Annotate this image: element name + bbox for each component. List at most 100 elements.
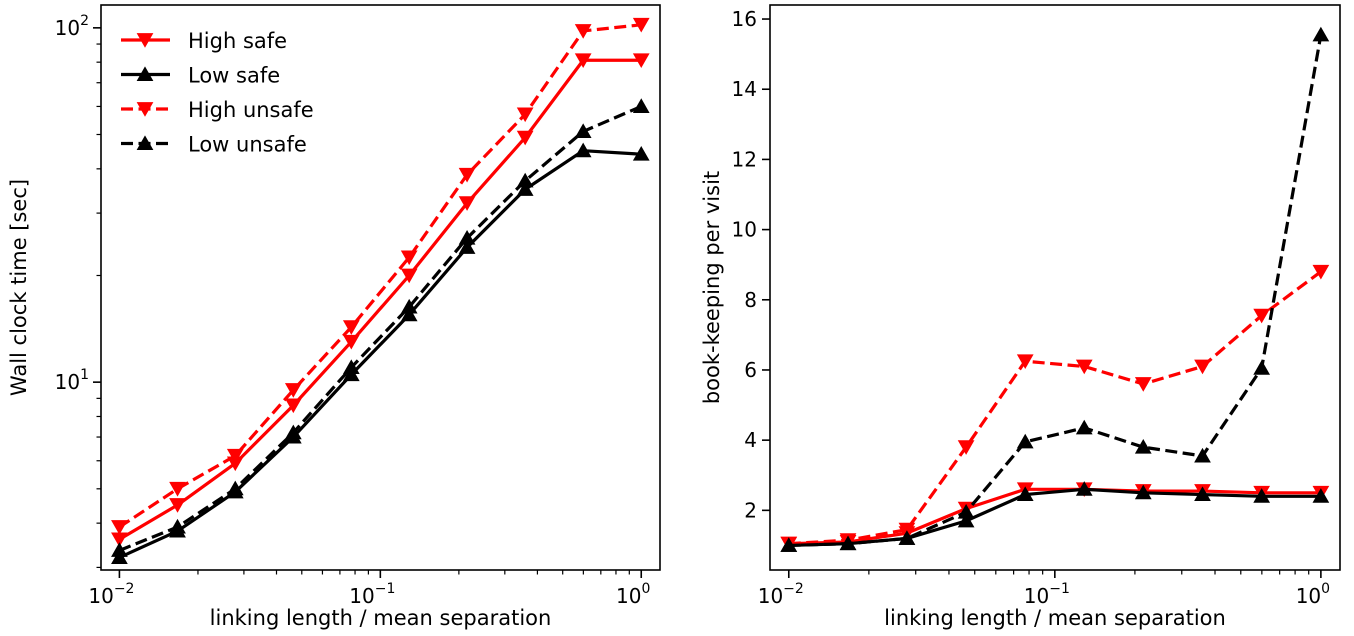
data-point — [516, 107, 534, 123]
data-point — [1194, 359, 1211, 375]
y-tick-label: 14 — [732, 77, 757, 101]
y-tick-label: 16 — [732, 7, 757, 31]
data-point — [574, 53, 592, 69]
data-point — [284, 424, 302, 440]
data-point — [342, 359, 360, 374]
data-point — [780, 537, 798, 552]
x-axis-label: linking length / mean separation — [210, 606, 552, 630]
data-point — [1075, 359, 1093, 375]
data-point — [1016, 486, 1034, 502]
series-line-3 — [788, 34, 1323, 548]
data-point — [957, 512, 975, 528]
data-point — [574, 24, 592, 39]
data-point — [226, 448, 244, 464]
data-point — [169, 518, 186, 534]
data-point — [1134, 439, 1152, 454]
x-tick-label: 10−2 — [758, 581, 804, 608]
y-tick-label: 102 — [55, 13, 89, 40]
right-panel-book-keeping: 10−2 10−1 100 2 4 6 8 10 12 14 16 linking length / … — [700, 4, 1341, 630]
x-tick-label: 10−1 — [349, 581, 395, 608]
data-point — [1134, 377, 1152, 392]
data-point — [839, 535, 857, 551]
legend-label-2: High unsafe — [188, 98, 314, 122]
y-tick-label: 101 — [55, 367, 89, 394]
data-point — [574, 142, 592, 158]
data-point — [400, 268, 418, 284]
legend: High safe Low safe High unsafe Low unsafe — [121, 29, 314, 157]
y-axis-label: book-keeping per visit — [700, 171, 724, 404]
data-point — [632, 17, 650, 33]
data-point — [284, 398, 302, 414]
data-point — [169, 498, 186, 513]
data-point — [1075, 419, 1093, 435]
data-point — [226, 480, 244, 496]
y-tick-label: 8 — [744, 288, 757, 312]
series-line-2 — [788, 270, 1322, 546]
data-point — [1312, 488, 1330, 503]
data-point — [400, 298, 418, 314]
data-point — [342, 366, 360, 382]
y-axis-label: Wall clock time [sec] — [7, 179, 31, 396]
data-point — [574, 123, 592, 138]
data-point — [898, 530, 916, 545]
data-point — [1194, 447, 1211, 463]
data-point — [111, 542, 128, 557]
data-point — [1253, 360, 1271, 375]
data-point — [516, 181, 534, 196]
series-group — [780, 26, 1330, 552]
data-point — [458, 239, 476, 254]
x-tick-label: 10−1 — [1024, 581, 1070, 608]
data-point — [1253, 488, 1271, 503]
plot-frame — [769, 4, 1341, 571]
x-axis-label: linking length / mean separation — [884, 606, 1226, 630]
data-point — [111, 520, 128, 535]
series-line-0 — [118, 58, 642, 541]
y-tick-label: 12 — [732, 147, 757, 171]
series-line-1 — [118, 149, 642, 559]
legend-marker-2 — [136, 102, 154, 117]
data-point — [169, 481, 186, 497]
legend-label-0: High safe — [188, 29, 287, 53]
legend-marker-0 — [136, 33, 154, 48]
data-point — [1253, 308, 1271, 324]
data-point — [632, 146, 650, 161]
legend-label-3: Low unsafe — [188, 133, 307, 157]
series-line-3 — [118, 104, 642, 552]
series-line-0 — [788, 487, 1321, 546]
x-tick-label: 100 — [616, 581, 650, 608]
data-point — [284, 383, 302, 398]
data-point — [1134, 484, 1152, 500]
data-point — [400, 306, 418, 322]
data-point — [400, 250, 418, 266]
data-point — [1312, 264, 1330, 280]
data-point — [632, 53, 650, 69]
x-tick-label: 10−2 — [88, 581, 134, 608]
data-point — [516, 130, 534, 146]
left-panel-wall-clock-time: 10−2 10−1 100 101 102 linking length / mean s… — [7, 4, 661, 630]
series-group — [111, 17, 650, 564]
legend-label-1: Low safe — [188, 64, 280, 88]
legend-marker-3 — [136, 135, 154, 150]
x-tick-label: 100 — [1296, 581, 1330, 608]
data-point — [458, 196, 476, 211]
data-point — [1312, 26, 1330, 42]
data-point — [957, 440, 975, 455]
data-point — [342, 334, 360, 350]
data-point — [1016, 354, 1034, 369]
data-point — [516, 172, 534, 188]
data-point — [1075, 481, 1093, 496]
data-point — [1194, 486, 1211, 502]
y-tick-label: 4 — [744, 428, 757, 452]
data-point — [632, 98, 650, 113]
data-point — [342, 320, 360, 335]
data-point — [1016, 433, 1034, 449]
legend-marker-1 — [136, 66, 154, 81]
data-point — [898, 522, 916, 538]
y-tick-label: 2 — [744, 498, 757, 522]
data-point — [458, 167, 476, 183]
y-tick-label: 6 — [744, 358, 757, 382]
series-line-2 — [118, 23, 642, 529]
data-point — [458, 229, 476, 245]
y-tick-label: 10 — [732, 218, 757, 242]
